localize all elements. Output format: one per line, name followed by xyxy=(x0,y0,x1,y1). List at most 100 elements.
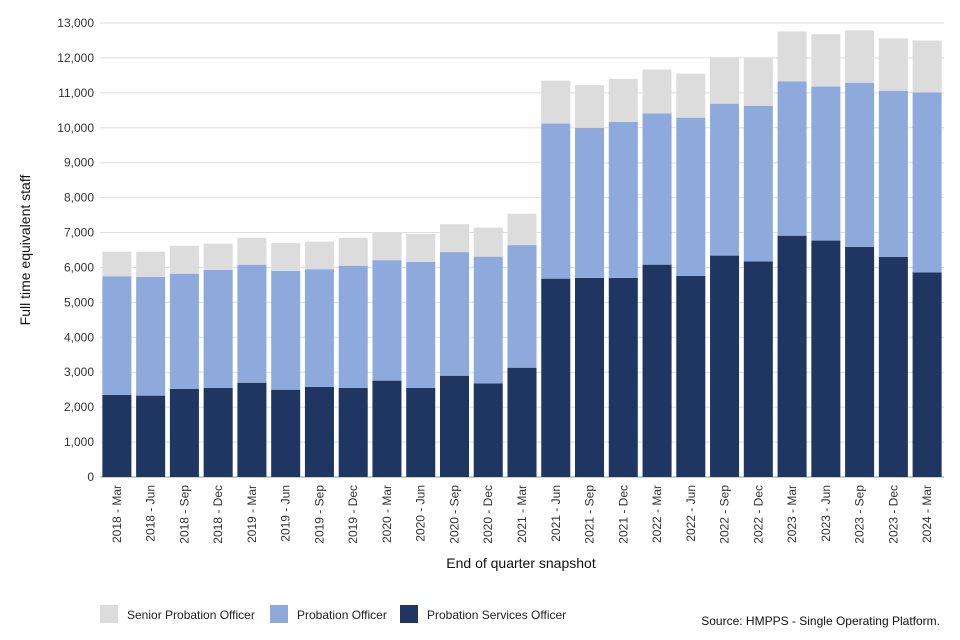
x-tick-label: 2023 - Mar xyxy=(785,485,799,543)
bar-segment-probation-officer xyxy=(338,265,368,388)
bar-segment-senior-probation-officer xyxy=(473,227,503,257)
bar-segment-probation-officer xyxy=(102,276,132,395)
y-tick-label: 1,000 xyxy=(64,435,94,449)
bar-segment-senior-probation-officer xyxy=(136,251,166,277)
bar-segment-probation-officer xyxy=(642,113,672,265)
bar-segment-senior-probation-officer xyxy=(237,237,267,265)
bar-segment-senior-probation-officer xyxy=(102,251,132,277)
legend-label: Probation Officer xyxy=(297,608,387,622)
x-axis-ticks: 2018 - Mar 2018 - Jun 2018 - Sep 2018 - Dec… xyxy=(110,485,934,544)
x-tick-label: 2022 - Dec xyxy=(751,485,765,544)
x-tick-label: 2022 - Jun xyxy=(684,485,698,542)
x-tick-label: 2023 - Dec xyxy=(886,485,900,544)
bar-segment-probation-officer xyxy=(372,260,402,381)
y-axis-ticks: 0 1,000 2,000 3,000 4,000 5,000 6,000 7,000 8,00… xyxy=(57,16,94,484)
bar-segment-probation-services-officer xyxy=(642,264,672,477)
legend-swatch xyxy=(100,605,118,623)
bar-segment-probation-services-officer xyxy=(878,256,908,477)
bar-segment-senior-probation-officer xyxy=(203,243,233,270)
bar-segment-senior-probation-officer xyxy=(743,57,773,106)
y-tick-label: 6,000 xyxy=(64,260,94,274)
bar-segment-probation-officer xyxy=(912,92,942,273)
x-tick-label: 2018 - Jun xyxy=(144,485,158,542)
bar-segment-senior-probation-officer xyxy=(575,85,605,128)
bar-segment-senior-probation-officer xyxy=(541,80,571,124)
bar-segment-senior-probation-officer xyxy=(710,57,740,104)
x-tick-label: 2022 - Mar xyxy=(650,485,664,543)
y-tick-label: 11,000 xyxy=(58,86,94,100)
y-axis-title: Full time equivalent staff xyxy=(17,175,33,326)
bar-segment-probation-services-officer xyxy=(507,367,537,477)
bar-segment-probation-services-officer xyxy=(777,235,807,477)
x-tick-label: 2019 - Mar xyxy=(245,485,259,543)
bar-segment-probation-services-officer xyxy=(912,272,942,477)
bar-segment-senior-probation-officer xyxy=(608,78,638,122)
x-tick-label: 2021 - Sep xyxy=(583,485,597,544)
bar-segment-senior-probation-officer xyxy=(271,243,301,271)
y-tick-label: 2,000 xyxy=(64,400,94,414)
bar-segment-senior-probation-officer xyxy=(372,232,402,261)
x-tick-label: 2024 - Mar xyxy=(920,485,934,543)
bar-segment-probation-services-officer xyxy=(271,389,301,477)
x-tick-label: 2020 - Jun xyxy=(414,485,428,542)
y-tick-label: 12,000 xyxy=(57,51,94,65)
bar-segment-senior-probation-officer xyxy=(777,31,807,82)
x-tick-label: 2021 - Dec xyxy=(616,485,630,544)
bar-segment-probation-services-officer xyxy=(743,261,773,477)
bar-segment-probation-officer xyxy=(136,276,166,396)
bar-segment-senior-probation-officer xyxy=(304,241,334,270)
bar-segment-probation-services-officer xyxy=(203,387,233,477)
bar-stacks xyxy=(102,30,942,477)
bar-segment-probation-officer xyxy=(845,82,875,247)
bar-segment-probation-services-officer xyxy=(575,277,605,477)
bar-segment-senior-probation-officer xyxy=(811,34,841,87)
y-tick-label: 8,000 xyxy=(64,191,94,205)
bar-segment-probation-officer xyxy=(878,90,908,257)
x-tick-label: 2023 - Sep xyxy=(853,485,867,544)
x-tick-label: 2019 - Jun xyxy=(279,485,293,542)
legend-label: Senior Probation Officer xyxy=(127,608,255,622)
y-tick-label: 7,000 xyxy=(64,226,94,240)
x-tick-label: 2020 - Mar xyxy=(380,485,394,543)
y-tick-label: 4,000 xyxy=(64,330,94,344)
bar-segment-probation-services-officer xyxy=(845,246,875,477)
y-tick-label: 3,000 xyxy=(64,365,94,379)
bar-segment-probation-services-officer xyxy=(406,387,436,477)
bar-segment-probation-officer xyxy=(439,252,469,376)
source-note: Source: HMPPS - Single Operating Platfor… xyxy=(701,614,940,628)
bar-segment-senior-probation-officer xyxy=(878,38,908,91)
bar-segment-probation-officer xyxy=(271,270,301,390)
bar-segment-probation-services-officer xyxy=(136,395,166,477)
x-tick-label: 2018 - Mar xyxy=(110,485,124,543)
bar-segment-probation-officer xyxy=(304,269,334,387)
x-axis-title: End of quarter snapshot xyxy=(446,555,596,571)
x-tick-label: 2020 - Dec xyxy=(481,485,495,544)
bar-segment-probation-services-officer xyxy=(372,380,402,477)
bar-segment-probation-services-officer xyxy=(811,240,841,477)
bar-segment-probation-officer xyxy=(507,245,537,368)
bar-segment-probation-officer xyxy=(811,86,841,241)
bar-segment-probation-services-officer xyxy=(439,375,469,477)
bar-segment-probation-services-officer xyxy=(473,383,503,477)
x-tick-label: 2021 - Mar xyxy=(515,485,529,543)
bar-segment-probation-services-officer xyxy=(237,382,267,477)
bar-segment-probation-officer xyxy=(743,105,773,262)
x-tick-label: 2022 - Sep xyxy=(718,485,732,544)
bar-segment-probation-officer xyxy=(608,121,638,278)
y-tick-label: 0 xyxy=(87,470,94,484)
bar-segment-senior-probation-officer xyxy=(406,233,436,262)
legend-swatch xyxy=(270,605,288,623)
x-tick-label: 2018 - Dec xyxy=(211,485,225,544)
legend: Senior Probation Officer Probation Office… xyxy=(100,605,566,623)
legend-swatch xyxy=(400,605,418,623)
y-tick-label: 9,000 xyxy=(64,156,94,170)
x-tick-label: 2019 - Dec xyxy=(346,485,360,544)
bar-segment-probation-services-officer xyxy=(710,255,740,477)
bar-segment-senior-probation-officer xyxy=(507,213,537,246)
bar-segment-probation-services-officer xyxy=(541,278,571,477)
bar-segment-probation-officer xyxy=(541,123,571,279)
bar-segment-probation-services-officer xyxy=(608,277,638,477)
x-tick-label: 2023 - Jun xyxy=(819,485,833,542)
y-tick-label: 13,000 xyxy=(57,16,94,30)
